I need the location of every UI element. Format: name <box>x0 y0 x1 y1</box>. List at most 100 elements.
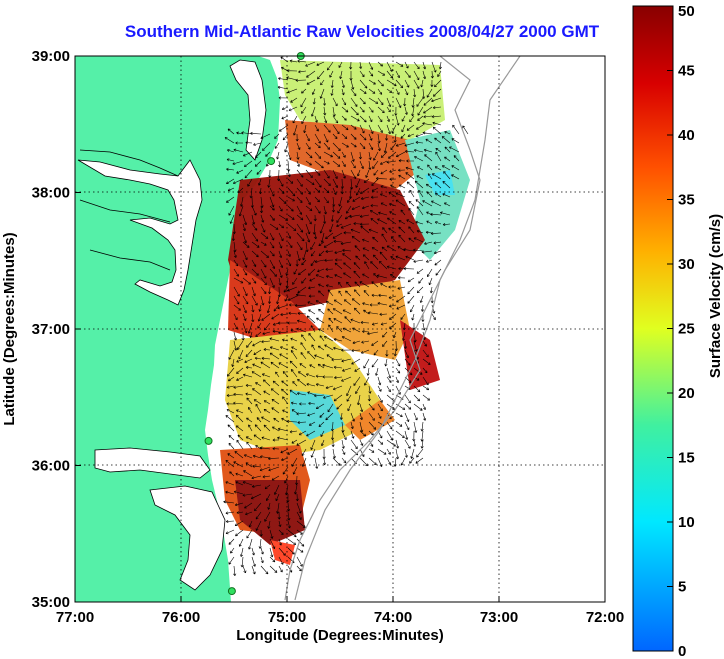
station-delaware <box>267 157 276 166</box>
velocity-arrow <box>269 187 275 197</box>
velocity-arrow <box>387 217 397 225</box>
velocity-arrow <box>296 250 301 262</box>
velocity-arrow <box>430 70 434 79</box>
velocity-arrow <box>278 268 283 278</box>
velocity-arrow <box>355 178 361 188</box>
velocity-arrow <box>404 394 411 404</box>
velocity-arrow <box>359 439 364 446</box>
velocity-arrow <box>423 106 433 114</box>
velocity-arrow <box>261 436 271 441</box>
y-tick-label: 39:00 <box>32 48 70 65</box>
velocity-arrow <box>240 196 244 207</box>
velocity-arrow <box>263 348 271 352</box>
velocity-arrow <box>377 385 382 392</box>
velocity-arrow <box>323 106 327 116</box>
velocity-arrow <box>359 403 364 413</box>
velocity-arrow <box>327 61 334 71</box>
velocity-arrow <box>430 79 434 87</box>
velocity-arrow <box>323 196 329 204</box>
velocity-arrow <box>435 148 442 153</box>
velocity-arrow <box>369 303 379 307</box>
velocity-arrow <box>368 142 374 150</box>
velocity-arrow <box>398 168 406 172</box>
velocity-arrow <box>395 115 400 126</box>
velocity-arrow <box>271 475 280 481</box>
velocity-arrow <box>332 106 336 117</box>
velocity-arrow <box>225 415 235 423</box>
velocity-arrow <box>305 169 313 178</box>
colorbar-tick-label: 35 <box>678 192 695 209</box>
velocity-arrow <box>287 448 298 455</box>
velocity-arrow <box>251 484 262 488</box>
velocity-arrow <box>356 394 361 406</box>
velocity-arrow <box>325 284 334 288</box>
velocity-arrow <box>356 169 361 177</box>
velocity-arrow <box>311 88 316 95</box>
velocity-arrow <box>225 460 235 468</box>
velocity-arrow <box>377 439 384 445</box>
velocity-arrow <box>246 441 253 450</box>
velocity-arrow <box>278 196 287 204</box>
velocity-arrow <box>373 151 379 161</box>
velocity-arrow <box>233 295 240 305</box>
velocity-arrow <box>278 538 282 546</box>
velocity-arrow <box>386 88 393 93</box>
velocity-arrow <box>341 151 346 158</box>
velocity-arrow <box>325 412 334 421</box>
velocity-arrow <box>296 520 306 528</box>
velocity-arrow <box>371 322 379 326</box>
velocity-arrow <box>241 131 253 135</box>
velocity-arrow <box>332 133 338 139</box>
velocity-arrow <box>331 358 343 362</box>
velocity-arrow <box>307 391 316 396</box>
velocity-arrow <box>332 187 337 195</box>
velocity-arrow <box>269 346 280 351</box>
velocity-arrow <box>323 133 329 143</box>
velocity-arrow <box>246 529 253 539</box>
velocity-arrow <box>422 403 426 411</box>
velocity-arrow <box>395 376 399 384</box>
velocity-arrow <box>285 484 289 496</box>
velocity-arrow <box>296 223 303 233</box>
velocity-arrow <box>297 59 307 63</box>
velocity-arrow <box>336 403 343 410</box>
velocity-arrow <box>292 115 298 124</box>
velocity-arrow <box>280 448 289 454</box>
velocity-arrow <box>413 340 418 352</box>
velocity-arrow <box>350 160 356 169</box>
velocity-arrow <box>394 106 398 116</box>
velocity-arrow <box>398 220 406 225</box>
velocity-arrow <box>386 106 391 113</box>
velocity-arrow <box>325 301 334 306</box>
velocity-arrow <box>250 131 262 135</box>
velocity-arrow <box>235 414 244 423</box>
velocity-arrow <box>350 142 357 148</box>
velocity-arrow <box>332 142 341 151</box>
velocity-arrow <box>245 436 253 441</box>
velocity-arrow <box>360 321 370 325</box>
velocity-arrow <box>287 250 291 257</box>
velocity-arrow <box>363 290 370 297</box>
velocity-arrow <box>259 187 263 195</box>
velocity-arrow <box>413 394 420 402</box>
velocity-arrow <box>305 160 312 166</box>
velocity-arrow <box>413 439 417 447</box>
velocity-arrow <box>431 200 442 207</box>
velocity-arrow <box>368 421 377 430</box>
velocity-arrow <box>442 222 451 226</box>
velocity-arrow <box>418 190 424 198</box>
velocity-arrow <box>294 304 307 308</box>
x-tick-label: 76:00 <box>162 609 200 626</box>
velocity-arrow <box>323 142 330 150</box>
velocity-arrow <box>333 318 343 324</box>
velocity-arrow <box>260 241 267 246</box>
velocity-arrow <box>411 97 415 108</box>
grid <box>75 56 605 602</box>
velocity-arrow <box>278 556 284 565</box>
velocity-arrow <box>260 232 269 239</box>
velocity-arrow <box>314 205 321 214</box>
velocity-arrow <box>362 254 370 261</box>
velocity-arrow <box>267 178 271 188</box>
velocity-arrow <box>434 221 442 225</box>
velocity-arrow <box>268 466 280 472</box>
